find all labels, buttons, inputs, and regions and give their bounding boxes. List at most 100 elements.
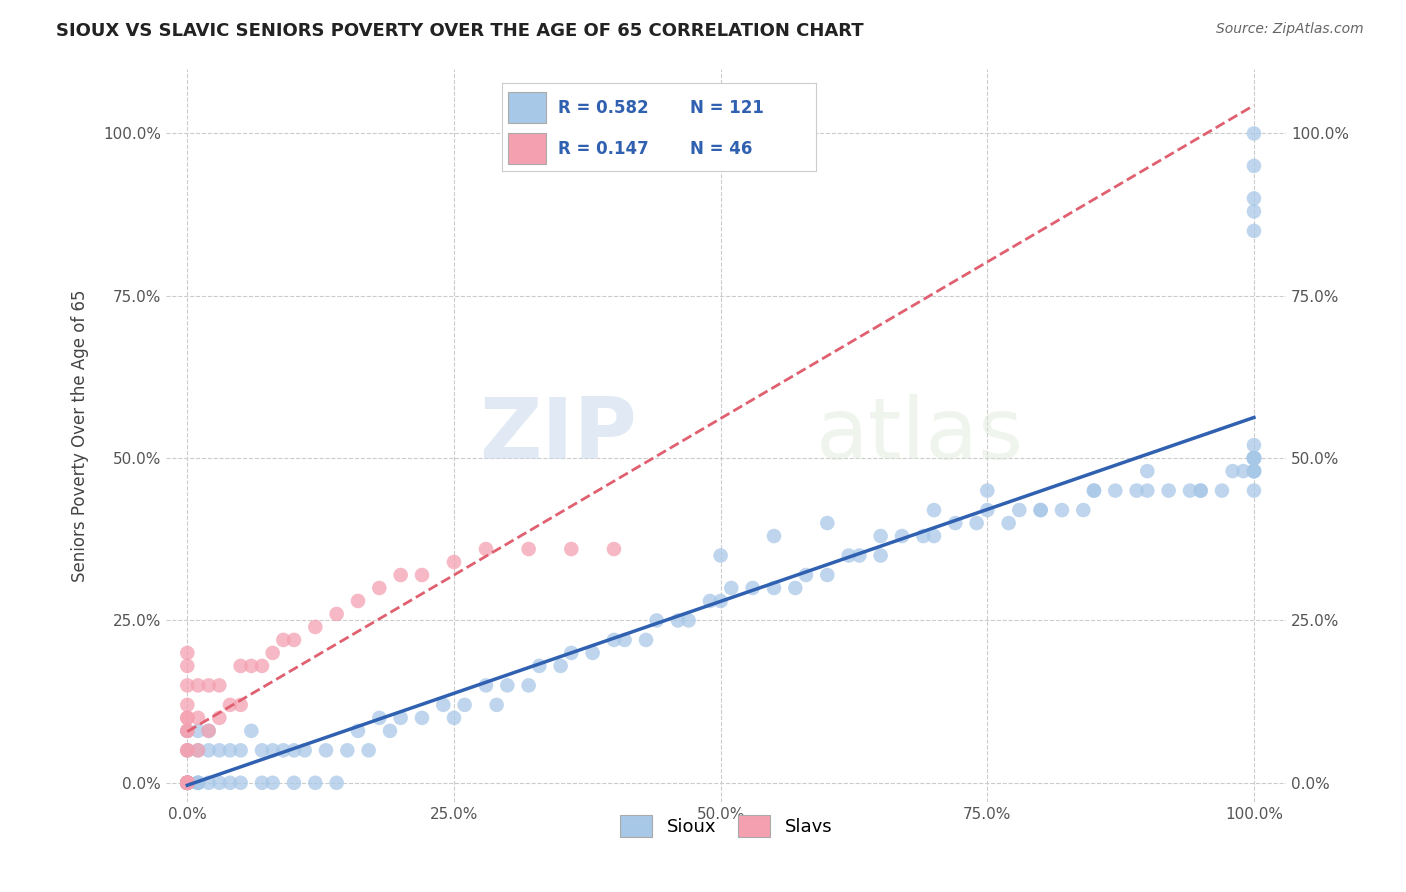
Point [1083,483,1105,498]
Point [762,581,785,595]
Point [229,698,252,712]
Point [1178,483,1201,498]
Point [176,776,198,790]
Point [1243,464,1265,478]
Point [1243,483,1265,498]
Point [347,594,370,608]
Point [922,529,945,543]
Point [250,776,273,790]
Point [208,776,231,790]
Point [453,698,475,712]
Point [475,542,498,557]
Point [1189,483,1212,498]
Point [262,776,284,790]
Point [176,776,198,790]
Point [176,776,198,790]
Point [443,555,465,569]
Point [389,711,412,725]
Point [176,743,198,757]
Point [794,568,817,582]
Point [176,743,198,757]
Legend: Sioux, Slavs: Sioux, Slavs [613,808,839,845]
Point [603,542,626,557]
Point [869,549,891,563]
Point [240,659,263,673]
Point [560,646,582,660]
Point [1136,483,1159,498]
Point [240,723,263,738]
Point [1008,503,1031,517]
Point [283,632,305,647]
Point [891,529,914,543]
Point [176,776,198,790]
Point [176,776,198,790]
Point [176,723,198,738]
Point [943,516,966,530]
Point [1243,159,1265,173]
Point [176,646,198,660]
Point [529,659,551,673]
Point [176,743,198,757]
Point [187,743,209,757]
Point [475,678,498,692]
Point [176,776,198,790]
Point [197,776,219,790]
Point [1243,224,1265,238]
Point [176,776,198,790]
Point [1136,464,1159,478]
Point [176,776,198,790]
Point [411,711,433,725]
Point [1232,464,1254,478]
Point [176,776,198,790]
Point [815,516,838,530]
Point [1125,483,1147,498]
Point [389,568,412,582]
Point [1222,464,1244,478]
Point [1243,451,1265,466]
Point [229,776,252,790]
Point [710,549,733,563]
Point [741,581,763,595]
Point [197,723,219,738]
Point [443,711,465,725]
Point [250,743,273,757]
Point [176,776,198,790]
Point [176,776,198,790]
Point [219,776,242,790]
Point [1157,483,1180,498]
Point [176,776,198,790]
Point [634,632,657,647]
Point [176,776,198,790]
Point [1050,503,1073,517]
Point [250,659,273,673]
Point [1029,503,1052,517]
Point [613,632,636,647]
Point [187,776,209,790]
Point [838,549,860,563]
Point [1104,483,1126,498]
Point [176,776,198,790]
Y-axis label: Seniors Poverty Over the Age of 65: Seniors Poverty Over the Age of 65 [72,289,89,582]
Point [229,659,252,673]
Point [187,723,209,738]
Point [347,723,370,738]
Point [1211,483,1233,498]
Point [325,776,347,790]
Point [325,607,347,621]
Point [197,743,219,757]
Point [283,776,305,790]
Point [368,711,391,725]
Point [176,776,198,790]
Point [273,743,295,757]
Point [176,723,198,738]
Point [997,516,1019,530]
Point [1243,451,1265,466]
Point [912,529,935,543]
Point [176,698,198,712]
Point [666,614,689,628]
Point [197,723,219,738]
Point [517,542,540,557]
Point [1243,191,1265,205]
Point [1243,464,1265,478]
Point [176,776,198,790]
